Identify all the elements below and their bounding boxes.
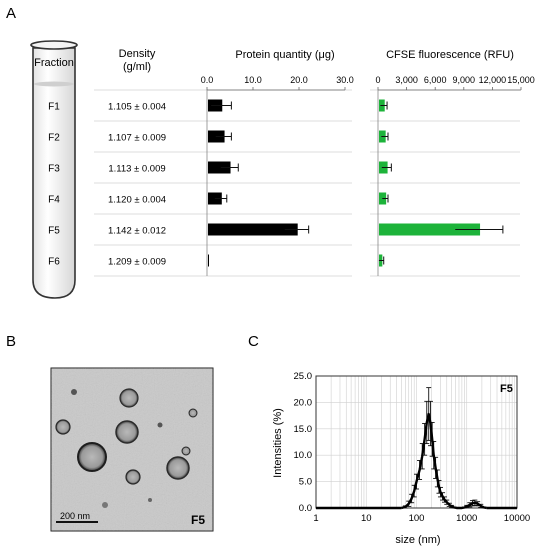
panel-b-label: B bbox=[6, 333, 16, 350]
dls-x-tick-label: 1000 bbox=[456, 513, 477, 524]
protein-x-tick-label: 10.0 bbox=[244, 75, 262, 85]
density-header-line1: Density bbox=[119, 48, 156, 60]
protein-x-tick-label: 30.0 bbox=[336, 75, 354, 85]
fraction-label: F4 bbox=[48, 195, 60, 206]
density-value: 1.113 ± 0.009 bbox=[108, 164, 165, 175]
panel-a: A Fraction Density (g/ml) Protein quanti… bbox=[6, 5, 535, 299]
fraction-label: F6 bbox=[48, 257, 60, 268]
density-value: 1.142 ± 0.012 bbox=[108, 226, 166, 237]
panel-c: C 1 10 100 1000 100000.05.010.015.020.025.0 … bbox=[248, 333, 530, 546]
density-value: 1.105 ± 0.004 bbox=[108, 102, 166, 113]
tube-label: Fraction bbox=[34, 57, 74, 69]
dls-y-tick-label: 10.0 bbox=[294, 450, 313, 461]
fraction-label: F2 bbox=[48, 133, 60, 144]
dls-y-tick-label: 15.0 bbox=[294, 424, 313, 435]
micrograph-image bbox=[50, 367, 214, 532]
protein-bar bbox=[208, 254, 209, 267]
dls-x-tick-label: 100 bbox=[409, 513, 425, 524]
density-value: 1.107 ± 0.009 bbox=[108, 133, 166, 144]
fraction-label: F5 bbox=[48, 226, 60, 237]
dls-plot-frame bbox=[315, 375, 518, 509]
dls-x-axis-label: size (nm) bbox=[395, 534, 440, 546]
fraction-label: F3 bbox=[48, 164, 60, 175]
density-value: 1.120 ± 0.004 bbox=[108, 195, 166, 206]
panel-b: B bbox=[6, 333, 214, 532]
dls-y-tick-label: 0.0 bbox=[299, 503, 312, 514]
panel-c-label: C bbox=[248, 333, 259, 350]
dls-y-axis-label: Intensities (%) bbox=[272, 408, 284, 478]
cfse-x-tick-label: 9,000 bbox=[453, 75, 476, 85]
dls-y-tick-label: 5.0 bbox=[299, 477, 312, 488]
dls-x-tick-label: 10 bbox=[361, 513, 372, 524]
dls-y-tick-label: 20.0 bbox=[294, 397, 313, 408]
dls-fraction-label: F5 bbox=[500, 383, 513, 395]
panel-a-label: A bbox=[6, 5, 16, 22]
protein-chart-title: Protein quantity (μg) bbox=[235, 49, 334, 61]
cfse-chart-title: CFSE fluorescence (RFU) bbox=[386, 49, 514, 61]
micrograph-fraction-label: F5 bbox=[191, 513, 205, 527]
protein-bar bbox=[208, 223, 298, 236]
protein-x-tick-label: 20.0 bbox=[290, 75, 308, 85]
cfse-x-tick-label: 3,000 bbox=[395, 75, 418, 85]
cfse-x-tick-label: 15,000 bbox=[507, 75, 535, 85]
cfse-x-tick-label: 12,000 bbox=[479, 75, 507, 85]
protein-x-tick-label: 0.0 bbox=[201, 75, 214, 85]
density-header-line2: (g/ml) bbox=[123, 61, 151, 73]
scale-bar-label: 200 nm bbox=[60, 511, 90, 521]
dls-series-line bbox=[401, 412, 487, 510]
density-value: 1.209 ± 0.009 bbox=[108, 257, 166, 268]
dls-y-tick-label: 25.0 bbox=[294, 371, 313, 382]
cfse-bar bbox=[379, 223, 481, 236]
dls-x-tick-label: 10000 bbox=[504, 513, 530, 524]
test-tube-icon bbox=[30, 40, 78, 299]
protein-bar bbox=[208, 161, 231, 174]
cfse-x-tick-label: 6,000 bbox=[424, 75, 447, 85]
fraction-label: F1 bbox=[48, 102, 60, 113]
cfse-x-tick-label: 0 bbox=[375, 75, 380, 85]
dls-x-tick-label: 1 bbox=[313, 513, 318, 524]
